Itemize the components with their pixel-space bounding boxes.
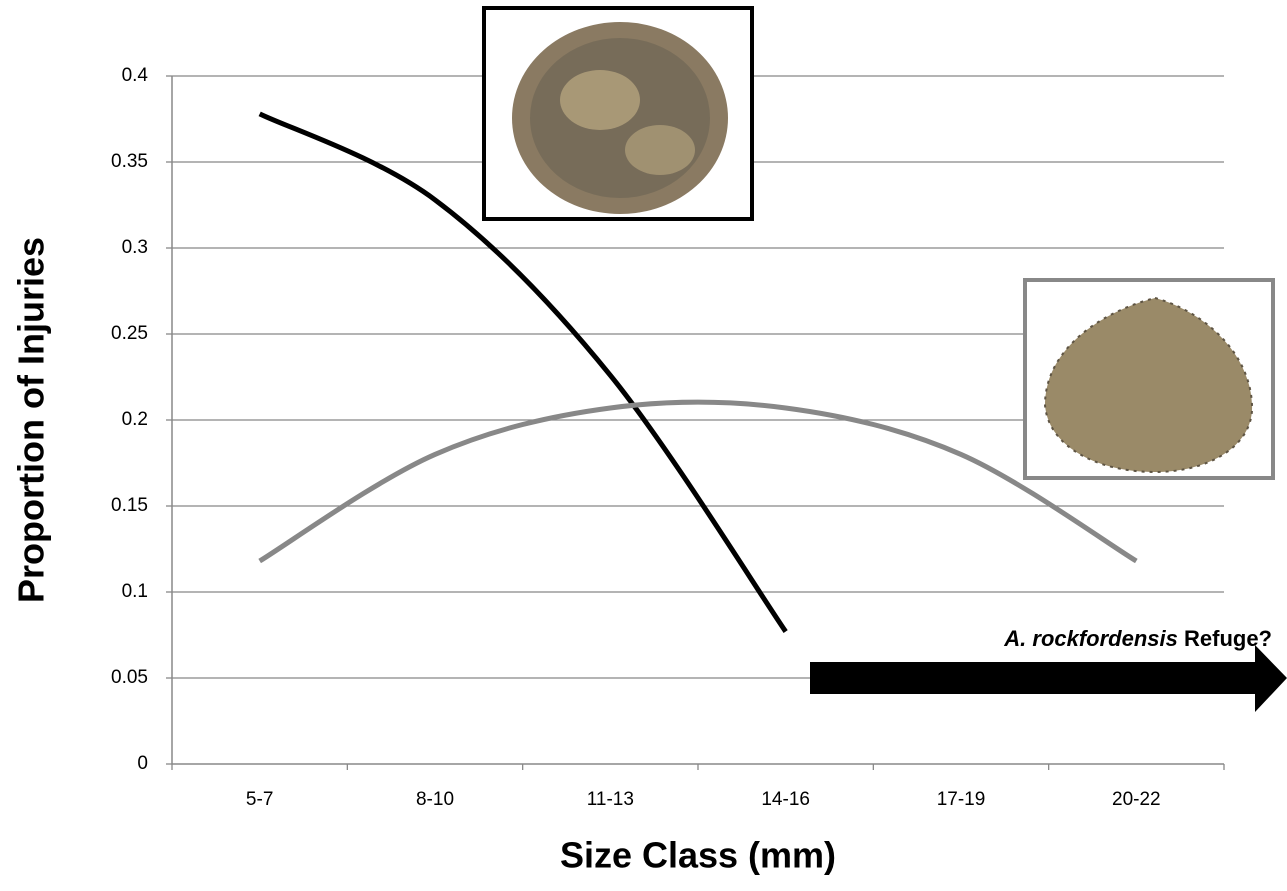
x-axis-title: Size Class (mm) xyxy=(560,835,836,876)
annotation-species: A. rockfordensis xyxy=(1003,626,1178,651)
x-tick-label: 8-10 xyxy=(416,789,454,810)
y-axis-title: Proportion of Injuries xyxy=(11,237,52,603)
x-tick-label: 11-13 xyxy=(587,789,634,810)
x-tick-label: 20-22 xyxy=(1112,789,1161,810)
x-tick-label: 17-19 xyxy=(937,789,986,810)
refuge-arrow xyxy=(810,645,1287,712)
y-tick-label: 0.35 xyxy=(111,151,148,172)
series-line xyxy=(260,402,1137,561)
shell-image xyxy=(1025,280,1273,478)
shell-image xyxy=(484,8,752,219)
annotation: A. rockfordensis Refuge? xyxy=(1003,626,1272,651)
y-tick-label: 0 xyxy=(137,753,148,774)
y-tick-label: 0.15 xyxy=(111,495,148,516)
y-tick-label: 0.4 xyxy=(122,65,149,86)
y-tick-label: 0.2 xyxy=(122,409,148,430)
y-tick-label: 0.25 xyxy=(111,323,148,344)
y-tick-label: 0.05 xyxy=(111,667,148,688)
y-tick-label: 0.1 xyxy=(122,581,148,602)
x-tick-label: 5-7 xyxy=(246,789,273,810)
y-tick-label: 0.3 xyxy=(122,237,148,258)
annotation-text: Refuge? xyxy=(1184,626,1272,651)
x-tick-label: 14-16 xyxy=(761,789,810,810)
chart: A. rockfordensis Refuge? Size Class (mm)… xyxy=(0,0,1287,891)
